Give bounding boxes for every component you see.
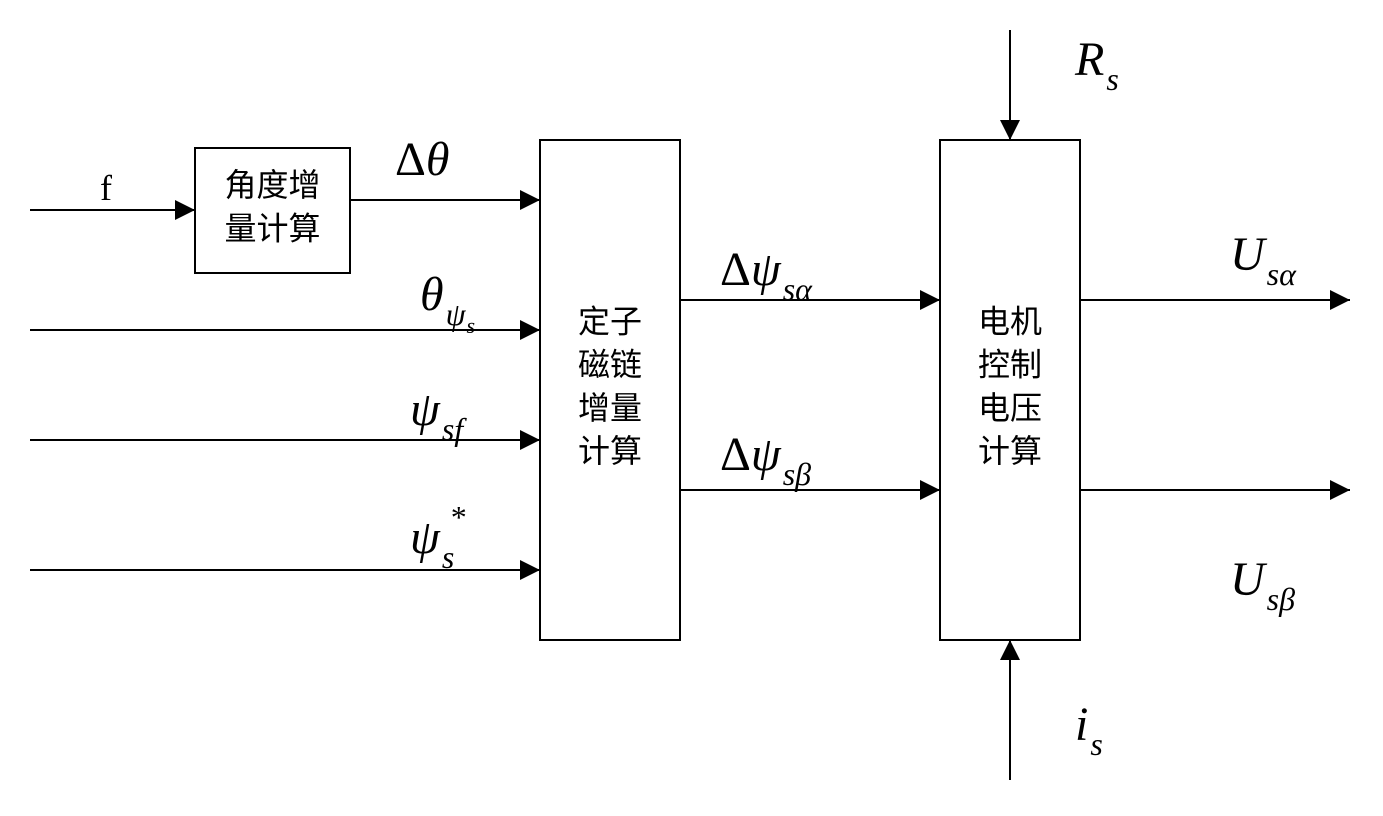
block-diagram: 角度增量计算定子磁链增量计算 电机控制电压计算 f Δθ θψs ψsf ψs* Δψsα Δ… [0,0,1383,816]
blocks: 角度增量计算定子磁链增量计算 电机控制电压计算 [195,140,1080,640]
label-f: f [100,168,112,208]
block-label-stator_flux_increment: 定子磁链增量计算 [578,303,642,469]
label-theta_psi_s: θψs [420,268,475,338]
label-i_s: is [1075,698,1103,762]
label-U_s_alpha: Usα [1230,228,1297,292]
signal-labels: f Δθ θψs ψsf ψs* Δψsα Δψsβ Rs is Usα Usβ [100,33,1297,762]
label-psi_s_star: ψs* [410,499,465,575]
label-R_s: Rs [1074,33,1119,97]
block-stator_flux_increment: 定子磁链增量计算 [540,140,680,640]
label-delta_psi_s_alpha: Δψsα [720,243,813,307]
label-delta_psi_s_beta: Δψsβ [720,428,811,492]
block-motor_control_voltage: 电机控制电压计算 [940,140,1080,640]
label-delta_theta: Δθ [395,133,449,186]
block-label-angle_increment: 角度增量计算 [224,167,320,246]
arrows [30,30,1350,780]
label-U_s_beta: Usβ [1230,553,1295,617]
label-psi_sf: ψsf [410,383,467,447]
block-label-motor_control_voltage: 电机控制电压计算 [978,303,1042,469]
block-angle_increment: 角度增量计算 [195,148,350,273]
